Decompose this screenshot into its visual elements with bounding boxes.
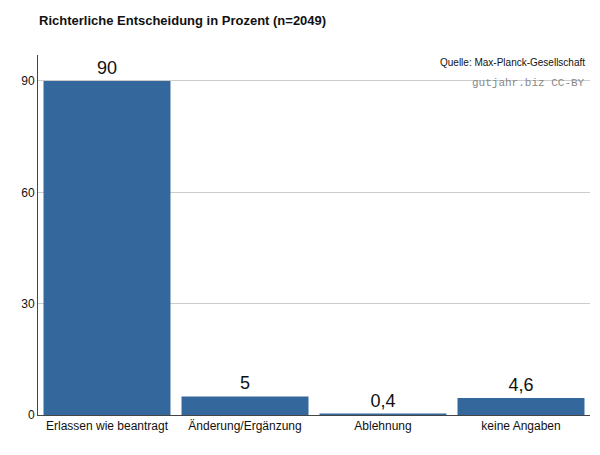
- svg-text:Ablehnung: Ablehnung: [354, 419, 411, 433]
- svg-text:Quelle: Max-Planck-Gesellschaf: Quelle: Max-Planck-Gesellschaft: [440, 57, 585, 68]
- svg-text:Änderung/Ergänzung: Änderung/Ergänzung: [188, 419, 301, 433]
- svg-text:60: 60: [21, 186, 35, 200]
- svg-text:keine Angaben: keine Angaben: [481, 419, 560, 433]
- svg-text:90: 90: [97, 58, 117, 78]
- svg-text:4,6: 4,6: [508, 375, 533, 395]
- svg-text:5: 5: [240, 373, 250, 393]
- svg-text:gutjahr.biz CC-BY: gutjahr.biz CC-BY: [472, 77, 585, 89]
- svg-text:0: 0: [28, 408, 35, 422]
- svg-text:90: 90: [21, 74, 35, 88]
- svg-text:Richterliche Entscheidung in P: Richterliche Entscheidung in Prozent (n=…: [39, 13, 326, 28]
- svg-text:30: 30: [21, 297, 35, 311]
- svg-text:0,4: 0,4: [370, 391, 395, 411]
- svg-text:Erlassen wie beantragt: Erlassen wie beantragt: [46, 419, 169, 433]
